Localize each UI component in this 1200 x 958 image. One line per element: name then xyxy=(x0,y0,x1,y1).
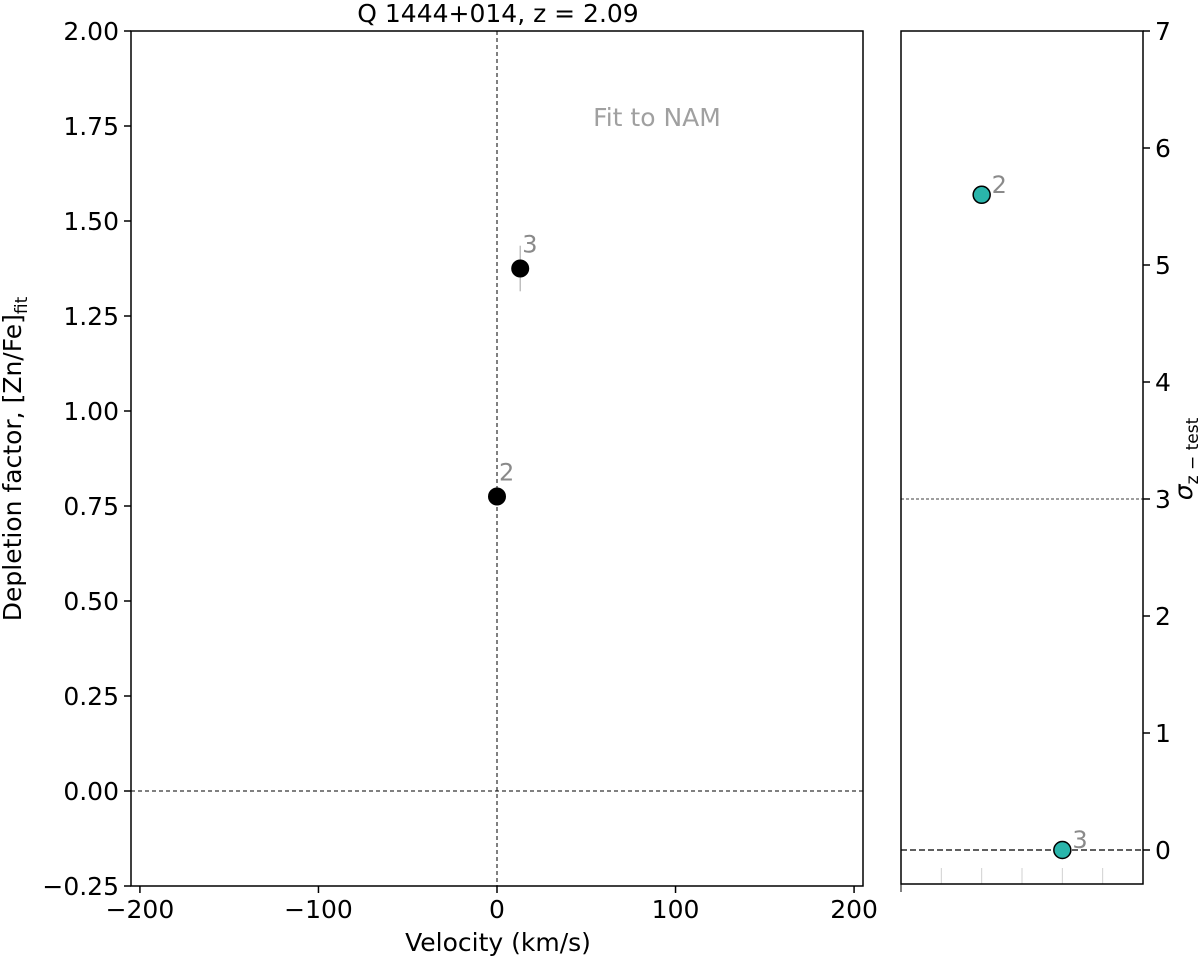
side-y-axis-title-subscript: z − test xyxy=(1183,417,1200,484)
point-label: 2 xyxy=(499,459,514,487)
y-tick-label: 0.50 xyxy=(63,587,119,616)
side-y-axis-title-main: σ xyxy=(1169,483,1198,500)
side-y-tick-label: 7 xyxy=(1155,17,1171,46)
y-tick-label: 0.25 xyxy=(63,682,119,711)
x-axis-title: Velocity (km/s) xyxy=(405,928,591,957)
sigma-point xyxy=(1053,840,1072,860)
y-axis-title-subscript: fit xyxy=(12,296,32,314)
y-tick-label: 1.50 xyxy=(63,207,119,236)
side-plot-frame xyxy=(900,30,1144,885)
main-plot-frame xyxy=(130,30,864,887)
x-tick-label: 200 xyxy=(830,895,878,924)
side-y-tick-label: 2 xyxy=(1155,602,1171,631)
side-reference-lines xyxy=(900,498,1143,892)
y-tick-label: 1.00 xyxy=(63,397,119,426)
side-y-tick-label: 1 xyxy=(1155,719,1171,748)
main-panel: Q 1444+014, z = 2.09 −200 −100 0 100 200 −0.2… xyxy=(0,0,878,957)
data-point xyxy=(511,259,530,278)
y-axis-title-main: Depletion factor, [Zn/Fe] xyxy=(0,314,27,621)
y-tick-label: 1.75 xyxy=(63,112,119,141)
main-axis-ticks: −200 −100 0 100 200 −0.25 0.00 0.25 0.50 0.75 1.00… xyxy=(42,17,878,924)
data-point xyxy=(488,487,506,506)
y-tick-label: 0.75 xyxy=(63,492,119,521)
side-y-tick-label: 4 xyxy=(1155,368,1171,397)
side-y-tick-label: 0 xyxy=(1155,836,1171,865)
x-tick-label: 0 xyxy=(489,895,505,924)
point-label: 3 xyxy=(522,231,537,259)
fit-annotation: Fit to NAM xyxy=(593,103,721,132)
sigma-point-label: 3 xyxy=(1072,826,1087,854)
main-reference-lines xyxy=(131,31,863,886)
chart-title: Q 1444+014, z = 2.09 xyxy=(357,0,638,28)
x-tick-label: −100 xyxy=(284,895,353,924)
y-tick-label: 2.00 xyxy=(63,17,119,46)
side-y-tick-label: 6 xyxy=(1155,134,1171,163)
x-tick-label: −200 xyxy=(106,895,175,924)
y-tick-label: 0.00 xyxy=(63,777,119,806)
side-y-tick-label: 3 xyxy=(1155,485,1171,514)
sigma-point xyxy=(972,185,991,205)
main-data-points: 23 xyxy=(488,231,537,506)
sigma-point-label: 2 xyxy=(992,171,1007,199)
y-axis-title: Depletion factor, [Zn/Fe]fit xyxy=(0,296,32,621)
y-tick-label: −0.25 xyxy=(42,872,119,901)
y-tick-label: 1.25 xyxy=(63,302,119,331)
side-data-points: 23 xyxy=(972,171,1088,860)
side-y-axis-title: σz − test xyxy=(1169,417,1200,500)
side-axis-ticks: 0 1 2 3 4 5 6 7 xyxy=(1143,17,1171,865)
x-tick-label: 100 xyxy=(652,895,700,924)
side-y-tick-label: 5 xyxy=(1155,251,1171,280)
